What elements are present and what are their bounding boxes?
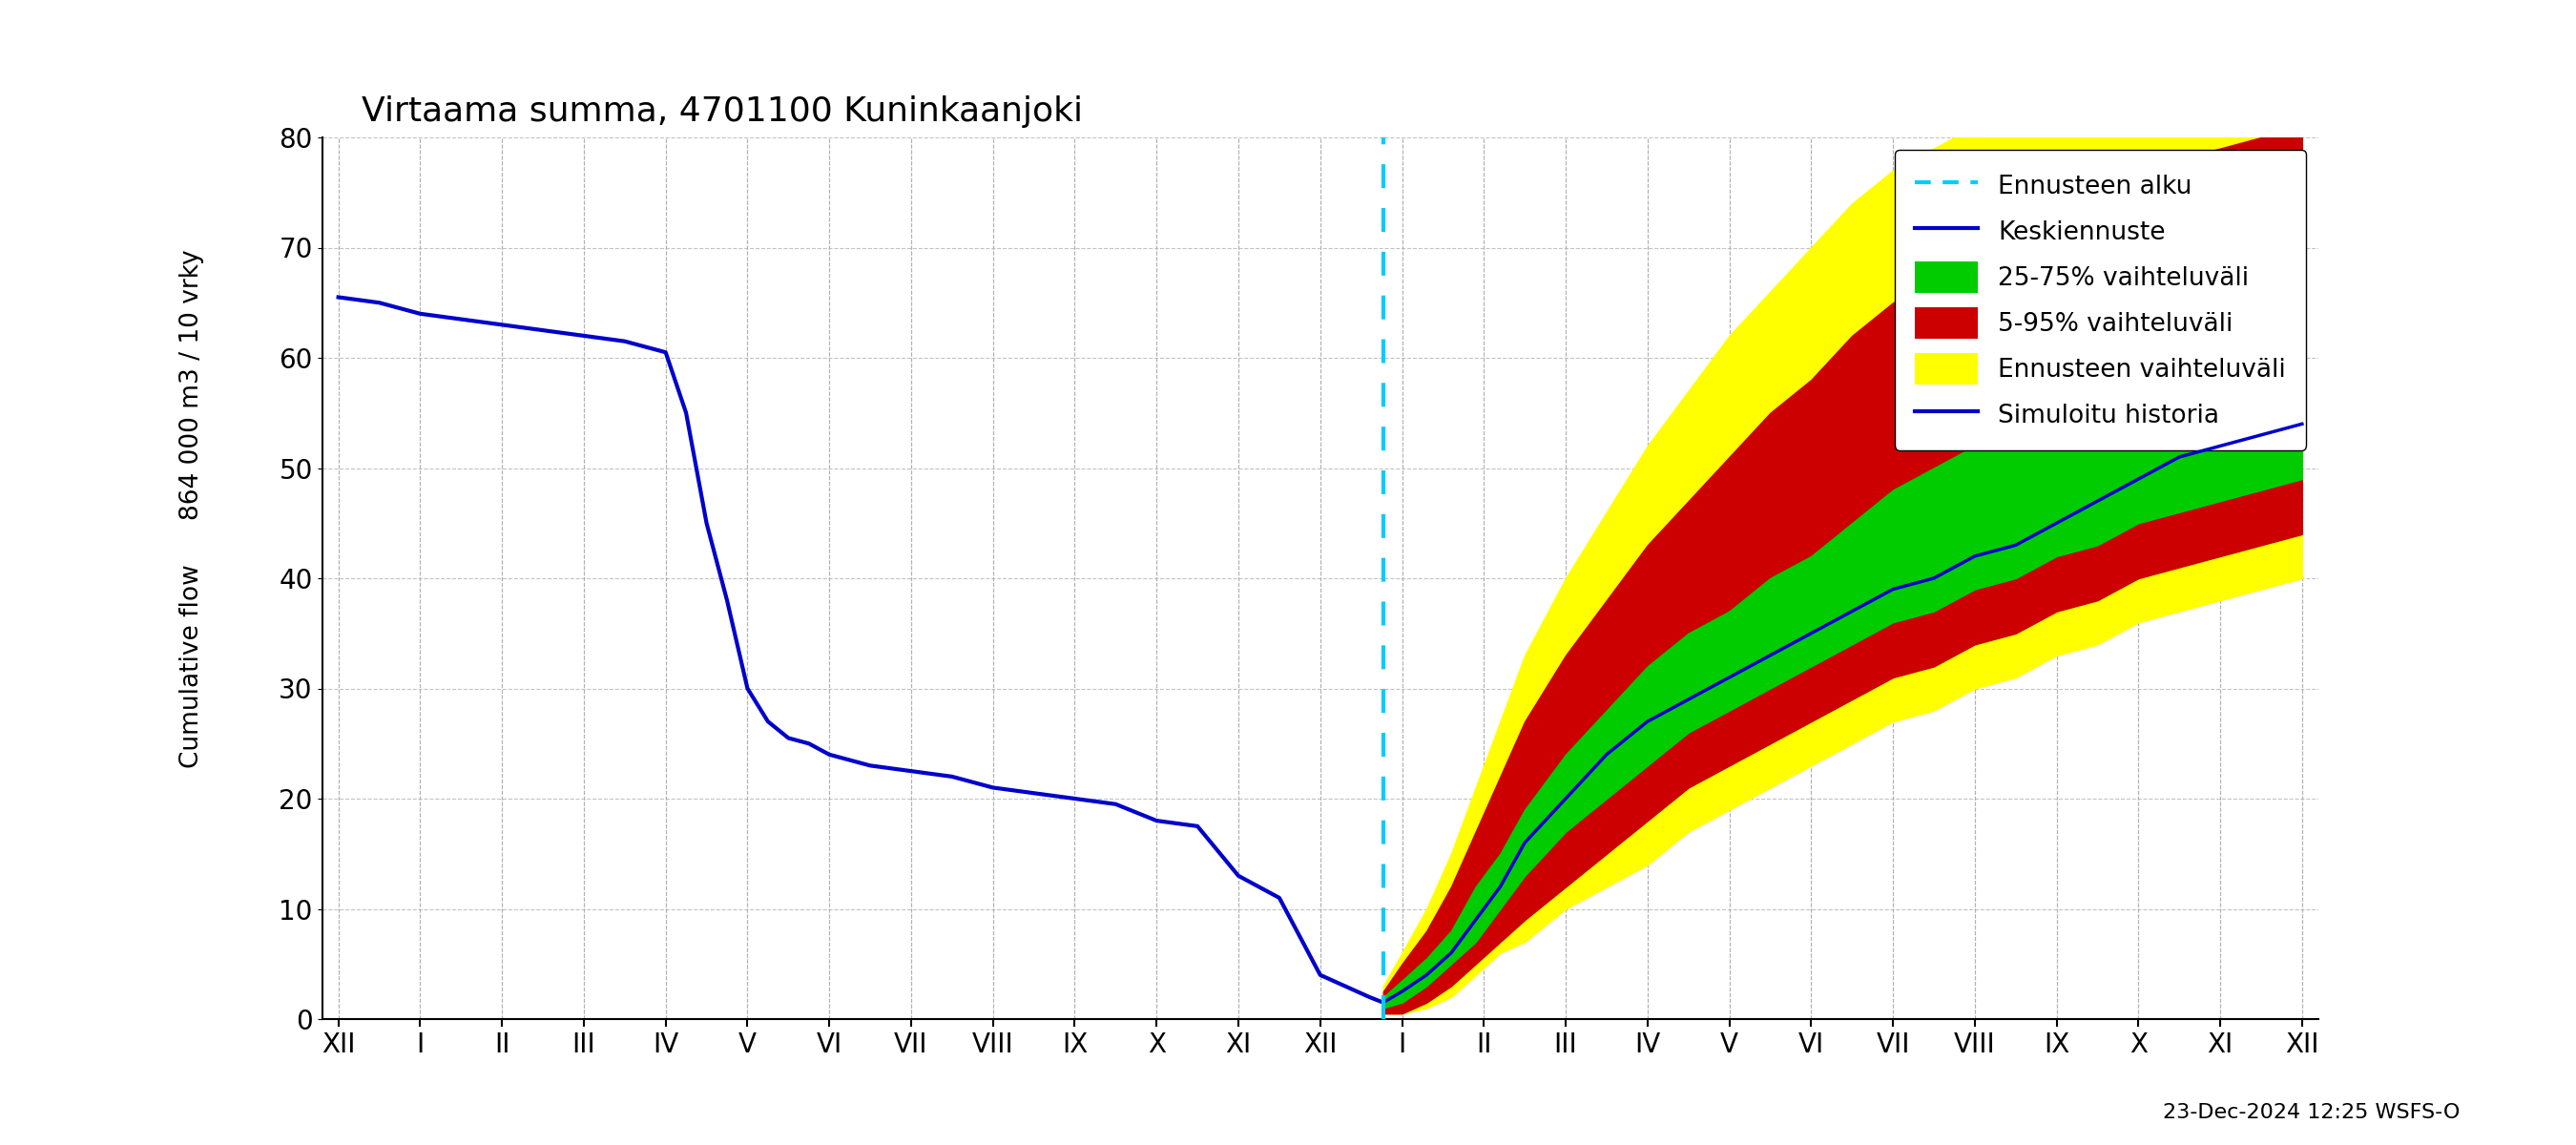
Legend: Ennusteen alku, Keskiennuste, 25-75% vaihteluväli, 5-95% vaihteluväli, Ennusteen: Ennusteen alku, Keskiennuste, 25-75% vai… (1893, 150, 2306, 450)
Text: Virtaama summa, 4701100 Kuninkaanjoki: Virtaama summa, 4701100 Kuninkaanjoki (361, 96, 1082, 128)
Text: Cumulative flow: Cumulative flow (180, 564, 204, 768)
Text: 864 000 m3 / 10 vrky: 864 000 m3 / 10 vrky (180, 248, 204, 520)
Text: 23-Dec-2024 12:25 WSFS-O: 23-Dec-2024 12:25 WSFS-O (2164, 1103, 2460, 1122)
